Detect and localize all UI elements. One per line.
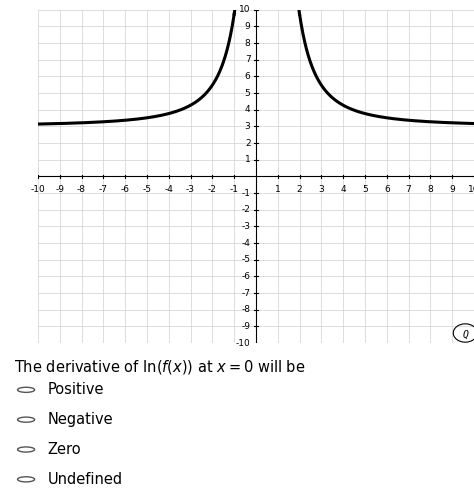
Text: -1: -1 [242,189,250,197]
Text: 3: 3 [319,185,324,194]
Text: 5: 5 [362,185,368,194]
Text: 7: 7 [406,185,411,194]
Text: -9: -9 [242,322,250,331]
Text: 3: 3 [245,122,250,131]
Text: -9: -9 [55,185,64,194]
Text: 9: 9 [449,185,455,194]
Text: 10: 10 [239,5,250,14]
Text: -3: -3 [186,185,195,194]
Text: -2: -2 [208,185,217,194]
Text: -6: -6 [242,272,250,281]
Text: -10: -10 [236,339,250,347]
Text: -7: -7 [242,289,250,297]
Text: Positive: Positive [47,382,104,397]
Text: Negative: Negative [47,412,113,427]
Text: 4: 4 [245,105,250,114]
Text: Q: Q [462,330,468,340]
Text: -2: -2 [242,205,250,214]
Text: 1: 1 [275,185,281,194]
Text: 10: 10 [468,185,474,194]
Text: 2: 2 [245,139,250,147]
Text: 7: 7 [245,55,250,64]
Text: 8: 8 [428,185,433,194]
Text: 6: 6 [245,72,250,81]
Text: -4: -4 [242,239,250,247]
Text: 1: 1 [245,155,250,164]
Text: -8: -8 [242,305,250,314]
Text: -4: -4 [164,185,173,194]
Text: Zero: Zero [47,442,81,457]
Text: 9: 9 [245,22,250,31]
Text: -8: -8 [77,185,86,194]
Text: 2: 2 [297,185,302,194]
Text: -5: -5 [143,185,151,194]
Text: 5: 5 [245,89,250,98]
Text: 6: 6 [384,185,390,194]
Text: Undefined: Undefined [47,472,122,487]
Text: -3: -3 [242,222,250,231]
Text: -10: -10 [30,185,46,194]
Text: -5: -5 [242,255,250,264]
Text: 8: 8 [245,39,250,48]
Text: -1: -1 [230,185,238,194]
Text: 4: 4 [340,185,346,194]
Text: -6: -6 [121,185,129,194]
Text: The derivative of $\mathrm{ln}(f(x))$ at $x = 0$ will be: The derivative of $\mathrm{ln}(f(x))$ at… [14,358,306,376]
Text: -7: -7 [99,185,108,194]
